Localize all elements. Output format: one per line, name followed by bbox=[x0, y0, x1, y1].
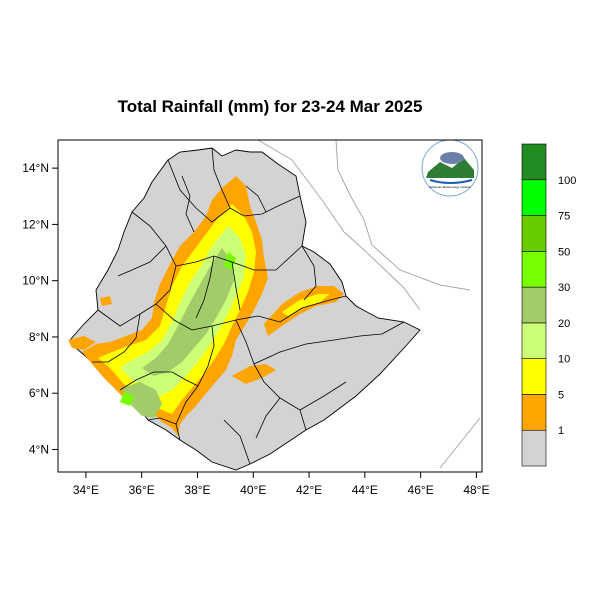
legend-swatch bbox=[521, 143, 547, 181]
y-tick-label: 6°N bbox=[29, 386, 49, 400]
logo-caption: Ethiopian Meteorology Institute bbox=[429, 185, 471, 189]
color-legend: 1 5 10 20 30 50 75 100 bbox=[521, 143, 576, 467]
legend-swatch bbox=[521, 251, 547, 288]
neighbour-borders bbox=[257, 139, 481, 469]
x-tick-label: 34°E bbox=[73, 483, 99, 497]
rain-yellow-east bbox=[282, 294, 330, 316]
rain-orange-west-tip bbox=[68, 336, 96, 350]
legend-swatch bbox=[521, 358, 547, 395]
legend-label: 30 bbox=[558, 282, 570, 294]
legend-label: 5 bbox=[558, 389, 564, 401]
x-tick-label: 46°E bbox=[408, 483, 434, 497]
legend-swatch bbox=[521, 286, 547, 324]
legend-label: 20 bbox=[558, 318, 570, 330]
legend-label: 100 bbox=[558, 175, 576, 187]
regional-borders bbox=[92, 147, 405, 465]
map-plot-area: Ethiopian Meteorology Institute bbox=[68, 139, 481, 471]
rain-sage-core bbox=[142, 248, 234, 376]
x-tick-label: 48°E bbox=[463, 483, 489, 497]
y-tick-label: 8°N bbox=[29, 330, 49, 344]
x-tick-label: 38°E bbox=[184, 483, 210, 497]
y-tick-label: 10°N bbox=[22, 274, 49, 288]
legend-swatch bbox=[521, 215, 547, 252]
legend-swatch bbox=[521, 179, 547, 216]
legend-swatch bbox=[521, 394, 547, 431]
y-axis: 14°N 12°N 10°N 8°N 6°N 4°N bbox=[22, 161, 58, 456]
x-axis: 34°E 36°E 38°E 40°E 42°E 44°E 46°E 48°E bbox=[73, 472, 489, 497]
x-tick-label: 44°E bbox=[352, 483, 378, 497]
rain-sage-south bbox=[122, 382, 162, 418]
legend-label: 1 bbox=[558, 425, 564, 437]
institute-logo: Ethiopian Meteorology Institute bbox=[421, 139, 479, 197]
legend-swatch bbox=[521, 322, 547, 359]
plot-frame bbox=[57, 139, 483, 473]
x-tick-label: 40°E bbox=[240, 483, 266, 497]
legend-swatch bbox=[521, 429, 547, 467]
x-tick-label: 36°E bbox=[129, 483, 155, 497]
rain-orange-south bbox=[232, 364, 276, 384]
y-tick-label: 14°N bbox=[22, 161, 49, 175]
rain-yellow-spot-west bbox=[100, 296, 112, 306]
legend-label: 10 bbox=[558, 354, 570, 366]
legend-label: 50 bbox=[558, 246, 570, 258]
rain-green-spot-2 bbox=[120, 392, 134, 406]
legend-label: 75 bbox=[558, 211, 570, 223]
y-tick-label: 12°N bbox=[22, 217, 49, 231]
y-tick-label: 4°N bbox=[29, 442, 49, 456]
map-title: Total Rainfall (mm) for 23-24 Mar 2025 bbox=[118, 97, 423, 116]
x-tick-label: 42°E bbox=[296, 483, 322, 497]
